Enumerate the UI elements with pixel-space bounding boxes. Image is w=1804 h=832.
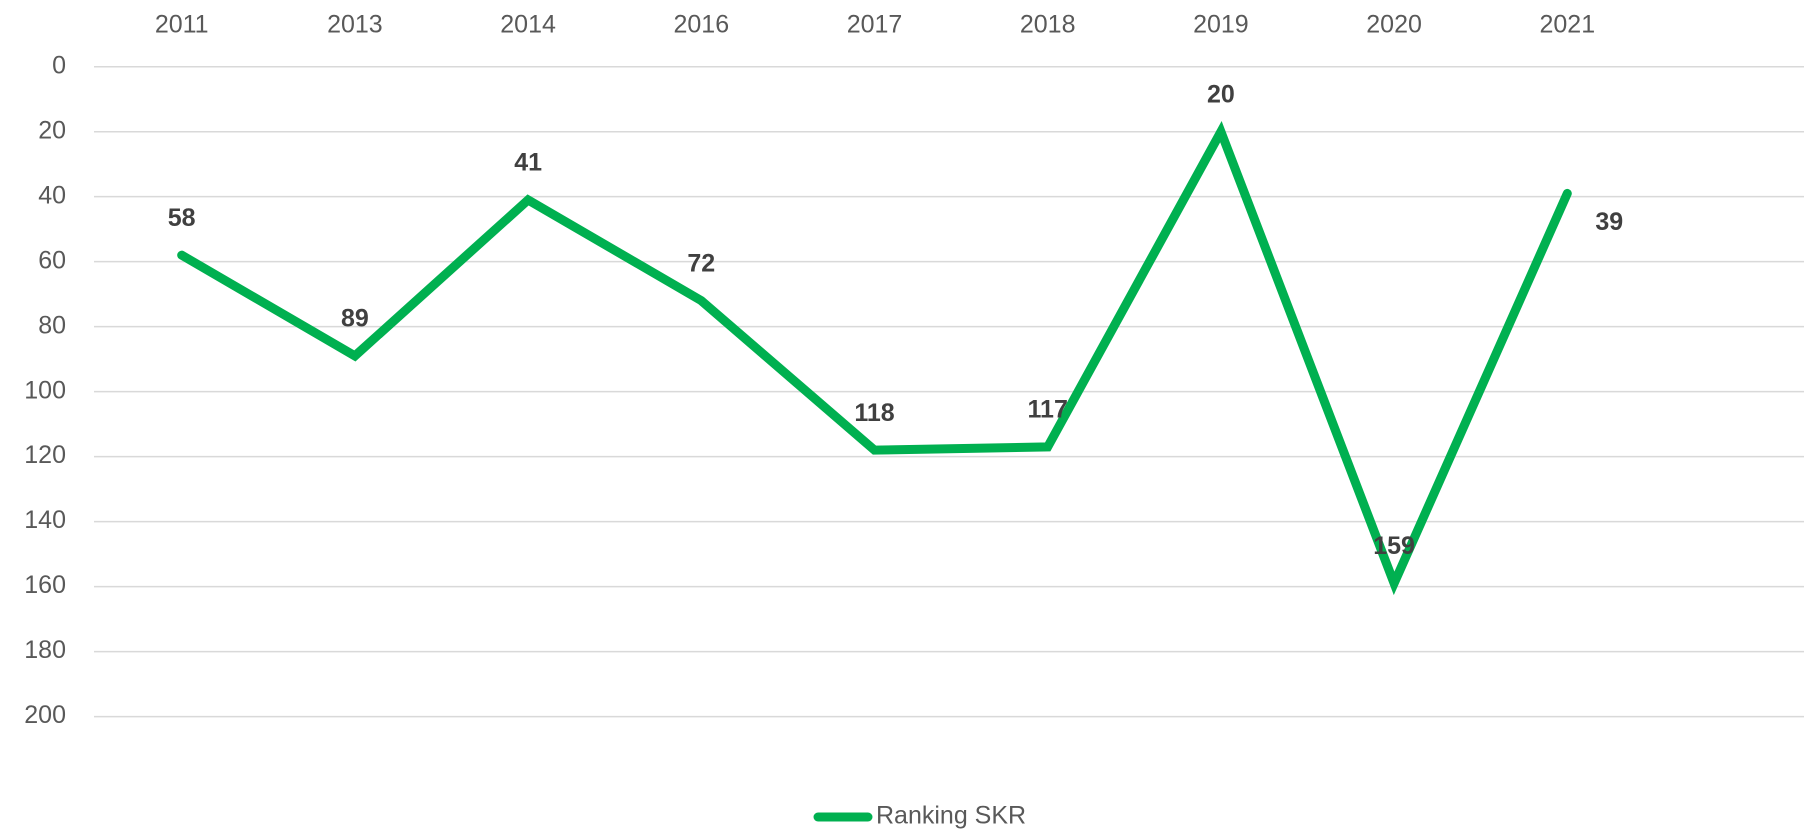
x-tick-label: 2016 [673,11,729,39]
x-tick-label: 2018 [1020,11,1076,39]
x-tick-label: 2019 [1193,11,1249,39]
data-label: 117 [1028,396,1068,424]
y-tick-label: 160 [24,571,66,599]
x-tick-label: 2020 [1366,11,1422,39]
data-label: 89 [341,305,369,333]
y-tick-label: 60 [38,246,66,274]
x-tick-label: 2013 [327,11,383,39]
y-tick-label: 180 [24,636,66,664]
y-tick-label: 140 [24,506,66,534]
y-tick-label: 20 [38,116,66,144]
data-label: 118 [854,399,894,427]
data-label: 39 [1595,208,1623,236]
y-tick-label: 40 [38,181,66,209]
y-tick-label: 100 [24,376,66,404]
legend-label: Ranking SKR [876,802,1026,830]
x-tick-label: 2021 [1539,11,1595,39]
data-label: 159 [1373,532,1415,560]
data-label: 20 [1207,80,1235,108]
x-tick-label: 2017 [847,11,903,39]
x-tick-label: 2014 [500,11,556,39]
y-tick-label: 80 [38,311,66,339]
data-label: 58 [168,204,196,232]
y-tick-label: 200 [24,701,66,729]
y-tick-label: 120 [24,441,66,469]
data-label: 41 [514,149,542,177]
line-series [177,121,1572,596]
y-tick-label: 0 [52,51,66,79]
x-tick-label: 2011 [155,11,209,39]
data-label: 72 [687,249,715,277]
